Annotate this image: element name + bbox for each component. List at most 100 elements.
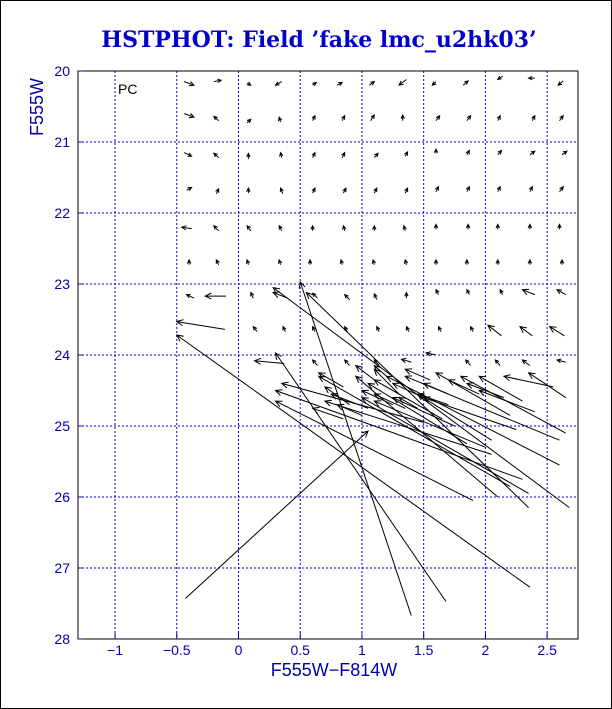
y-tick-label: 27 bbox=[54, 560, 70, 576]
y-tick-label: 22 bbox=[54, 205, 70, 221]
vector-arrow bbox=[311, 406, 344, 420]
vector-arrow bbox=[246, 81, 252, 86]
vector-arrow bbox=[373, 152, 379, 158]
y-tick-label: 28 bbox=[54, 631, 70, 647]
vector-arrow bbox=[278, 224, 283, 232]
vector-arrow bbox=[438, 325, 443, 332]
vector-arrow bbox=[494, 359, 501, 366]
vector-arrow bbox=[422, 382, 449, 395]
vector-arrow bbox=[311, 187, 316, 194]
vector-arrow bbox=[307, 258, 313, 265]
y-axis-label: F555W bbox=[27, 78, 47, 136]
vector-arrow bbox=[433, 147, 439, 154]
vector-arrow bbox=[404, 291, 409, 299]
vector-arrow bbox=[279, 187, 284, 194]
vector-arrow bbox=[274, 81, 282, 86]
vector-arrow bbox=[561, 150, 568, 156]
vector-arrow bbox=[253, 357, 285, 365]
vector-arrow bbox=[246, 152, 251, 159]
vector-arrow bbox=[462, 80, 469, 86]
vector-arrow bbox=[185, 430, 369, 599]
vector-arrow bbox=[279, 151, 284, 158]
vector-arrow bbox=[529, 150, 536, 156]
vector-arrow bbox=[464, 359, 471, 366]
vector-arrow bbox=[519, 325, 533, 337]
vector-arrow bbox=[342, 187, 347, 194]
vector-arrow bbox=[433, 258, 439, 265]
vector-arrow bbox=[184, 81, 196, 87]
vector-arrow bbox=[274, 400, 474, 502]
vector-arrow bbox=[459, 375, 566, 434]
vector-arrow bbox=[559, 185, 564, 192]
vector-arrow bbox=[435, 114, 441, 121]
vector-arrow bbox=[312, 325, 317, 332]
x-tick-label: 2 bbox=[482, 642, 490, 658]
vector-arrow bbox=[373, 364, 387, 377]
vector-arrow bbox=[185, 294, 195, 299]
vector-arrow bbox=[431, 81, 437, 86]
y-tick-labels: 20 21 22 23 24 25 26 27 28 bbox=[54, 63, 70, 647]
vector-arrow bbox=[528, 185, 533, 192]
vector-arrow bbox=[336, 403, 363, 416]
vector-arrow bbox=[311, 292, 318, 299]
vector-arrow bbox=[465, 185, 470, 192]
grid-lines bbox=[78, 71, 578, 639]
vector-arrow bbox=[496, 185, 501, 192]
vector-arrow bbox=[403, 258, 409, 265]
vector-arrow bbox=[548, 326, 565, 337]
vector-arrow bbox=[212, 115, 220, 122]
vector-arrow bbox=[465, 382, 505, 399]
vector-arrow bbox=[342, 224, 347, 231]
y-tick-label: 26 bbox=[54, 489, 70, 505]
x-tick-label: −1 bbox=[107, 642, 123, 658]
pc-annotation: PC bbox=[118, 81, 137, 97]
vector-arrow bbox=[175, 334, 531, 588]
vector-arrow bbox=[369, 80, 376, 86]
vector-arrow bbox=[499, 288, 504, 295]
x-tick-labels: −1 −0.5 0 0.5 1 1.5 2 2.5 bbox=[107, 642, 557, 658]
vector-arrow bbox=[373, 368, 400, 395]
y-tick-label: 23 bbox=[54, 276, 70, 292]
vector-arrow bbox=[434, 185, 440, 192]
vector-arrow bbox=[252, 325, 258, 332]
vector-arrow bbox=[391, 397, 455, 427]
vector-arrow bbox=[311, 151, 316, 158]
vector-arrow bbox=[186, 258, 192, 265]
vector-arrow bbox=[527, 75, 535, 81]
vector-arrow bbox=[521, 359, 531, 367]
vector-arrow bbox=[245, 258, 251, 265]
vector-arrow bbox=[557, 223, 562, 230]
vector-arrow bbox=[478, 389, 535, 413]
vector-arrow bbox=[298, 280, 412, 616]
vector-arrow bbox=[371, 258, 376, 265]
vector-arrow bbox=[486, 324, 502, 337]
vector-arrow bbox=[527, 223, 533, 230]
vector-arrow bbox=[184, 113, 196, 119]
vector-arrow bbox=[354, 364, 375, 381]
vector-arrow bbox=[402, 224, 407, 231]
vector-arrow bbox=[502, 374, 554, 388]
vector-arrow bbox=[215, 258, 220, 266]
y-tick-label: 25 bbox=[54, 418, 70, 434]
vector-arrow bbox=[370, 114, 375, 121]
vector-arrow bbox=[274, 389, 523, 480]
vector-arrow bbox=[416, 392, 449, 406]
vector-arrow bbox=[464, 258, 470, 265]
vector-arrow bbox=[317, 372, 344, 388]
vector-arrow bbox=[250, 291, 255, 299]
vector-arrow bbox=[466, 288, 471, 295]
x-tick-label: −0.5 bbox=[163, 642, 191, 658]
vector-arrow bbox=[424, 351, 437, 357]
vector-arrow bbox=[435, 288, 440, 295]
vector-arrow bbox=[277, 115, 283, 123]
vector-arrow bbox=[405, 325, 410, 332]
vector-arrow bbox=[186, 186, 193, 191]
vector-arrow bbox=[496, 114, 501, 121]
vector-arrow bbox=[398, 79, 407, 86]
vector-arrow bbox=[180, 225, 192, 231]
x-tick-label: 2.5 bbox=[537, 642, 557, 658]
x-tick-label: 1 bbox=[358, 642, 366, 658]
vector-arrow bbox=[175, 319, 225, 330]
vector-arrow bbox=[280, 381, 424, 423]
vector-arrow bbox=[557, 80, 564, 86]
